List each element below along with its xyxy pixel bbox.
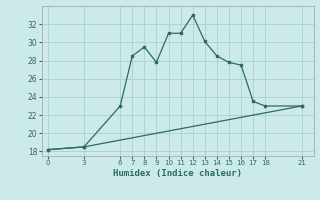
X-axis label: Humidex (Indice chaleur): Humidex (Indice chaleur) xyxy=(113,169,242,178)
